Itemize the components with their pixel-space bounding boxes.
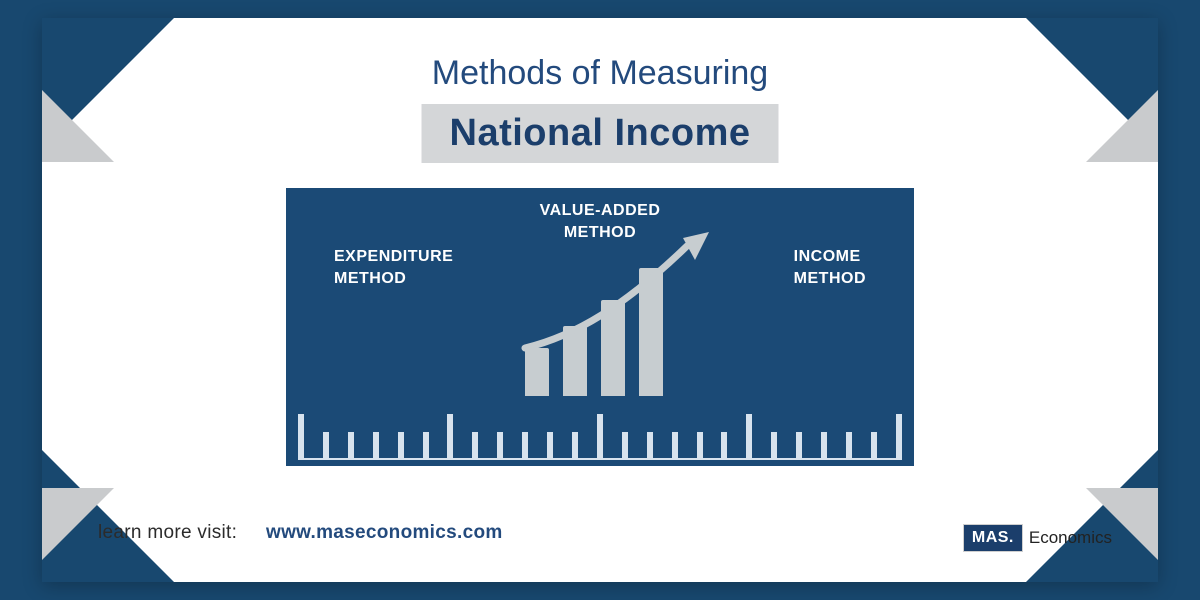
label-expenditure: EXPENDITURE METHOD	[334, 246, 453, 289]
ruler-tick	[821, 432, 827, 458]
ruler-tick	[298, 414, 304, 458]
ruler-tick	[497, 432, 503, 458]
ruler-tick	[522, 432, 528, 458]
title-box: National Income	[422, 104, 779, 163]
logo: MAS. Economics	[963, 524, 1112, 552]
ruler-tick	[896, 414, 902, 458]
ruler-tick	[447, 414, 453, 458]
label-income: INCOME METHOD	[794, 246, 866, 289]
ruler-tick	[423, 432, 429, 458]
title-line1: Methods of Measuring	[42, 54, 1158, 93]
ruler-tick	[373, 432, 379, 458]
corner-br	[1026, 400, 1158, 582]
ruler-tick	[697, 432, 703, 458]
ruler-tick	[672, 432, 678, 458]
bar-chart	[495, 246, 705, 396]
corner-tl	[42, 18, 174, 200]
corner-tr	[1026, 18, 1158, 200]
ruler-tick	[771, 432, 777, 458]
growth-arrow-icon	[515, 236, 715, 366]
methods-panel: EXPENDITURE METHOD VALUE-ADDED METHOD IN…	[286, 188, 914, 466]
corner-bl	[42, 400, 174, 582]
ruler-baseline	[298, 458, 902, 460]
ruler-tick	[547, 432, 553, 458]
footer-link[interactable]: www.maseconomics.com	[266, 522, 503, 544]
ruler-tick	[472, 432, 478, 458]
ruler-tick	[721, 432, 727, 458]
footer-label: learn more visit:	[98, 522, 237, 544]
ruler-tick	[871, 432, 877, 458]
ruler-tick	[622, 432, 628, 458]
ruler-tick	[348, 432, 354, 458]
ruler-tick	[846, 432, 852, 458]
ruler	[286, 406, 914, 466]
logo-text: Economics	[1029, 528, 1112, 548]
ruler-tick	[572, 432, 578, 458]
logo-badge: MAS.	[963, 524, 1023, 552]
ruler-tick	[746, 414, 752, 458]
ruler-tick	[796, 432, 802, 458]
ruler-tick	[647, 432, 653, 458]
ruler-tick	[323, 432, 329, 458]
card: Methods of Measuring National Income EXP…	[42, 18, 1158, 582]
ruler-tick	[398, 432, 404, 458]
ruler-tick	[597, 414, 603, 458]
